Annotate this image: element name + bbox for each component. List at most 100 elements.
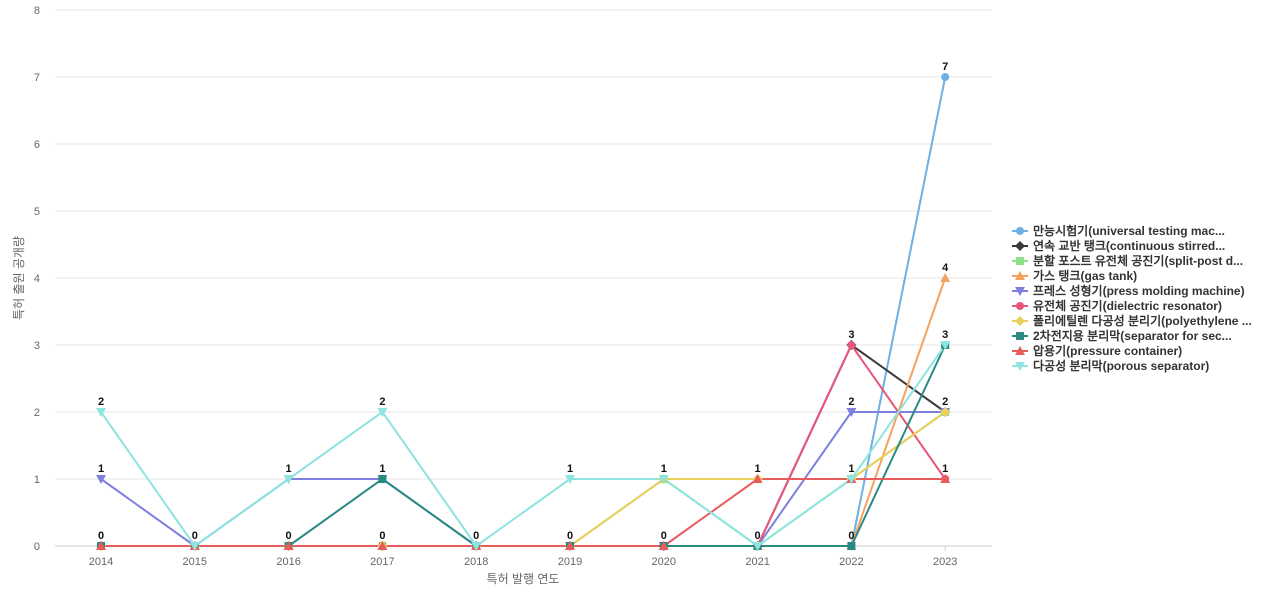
legend-label: 만능시험기(universal testing mac... — [1033, 223, 1225, 238]
y-tick-label: 4 — [34, 273, 40, 285]
data-label: 0 — [473, 530, 479, 542]
x-tick-label: 2014 — [89, 556, 113, 568]
legend-label: 폴리에틸렌 다공성 분리기(polyethylene ... — [1033, 313, 1252, 328]
data-label: 0 — [755, 530, 761, 542]
data-point — [847, 542, 856, 550]
series-line — [101, 344, 947, 547]
legend-swatch-marker — [1015, 241, 1025, 251]
legend-label: 분할 포스트 유전체 공진기(split-post d... — [1033, 253, 1243, 268]
data-point — [940, 474, 951, 483]
legend-swatch-marker — [1015, 287, 1025, 296]
y-tick-label: 2 — [34, 407, 40, 419]
legend-label: 2차전지용 분리막(separator for sec... — [1033, 328, 1232, 343]
data-point — [283, 475, 294, 484]
data-label: 1 — [661, 463, 667, 475]
legend-item: 연속 교반 탱크(continuous stirred... — [1012, 238, 1225, 253]
data-point — [941, 73, 950, 81]
x-tick-label: 2019 — [558, 556, 582, 568]
series-line — [101, 76, 947, 547]
data-point — [846, 408, 857, 417]
data-point — [189, 542, 200, 551]
data-point — [658, 541, 669, 550]
series-lines — [100, 76, 947, 547]
data-point — [940, 407, 951, 417]
data-label: 2 — [379, 396, 385, 408]
data-label: 0 — [661, 530, 667, 542]
y-tick-label: 0 — [34, 541, 40, 553]
data-point — [96, 408, 106, 417]
y-tick-label: 8 — [34, 5, 40, 17]
data-label: 0 — [848, 530, 854, 542]
x-tick-label: 2023 — [933, 556, 957, 568]
data-label: 1 — [942, 463, 948, 475]
data-point — [471, 542, 482, 551]
data-label: 0 — [379, 530, 385, 542]
legend-swatch-marker — [1015, 271, 1025, 280]
legend-label: 연속 교반 탱크(continuous stirred... — [1033, 238, 1225, 253]
y-axis-ticks: 0 1 2 3 4 5 6 7 8 — [34, 5, 40, 553]
legend-label: 유전체 공진기(dielectric resonator) — [1033, 298, 1222, 313]
data-point — [96, 475, 106, 484]
data-point — [96, 541, 106, 550]
legend-item: 폴리에틸렌 다공성 분리기(polyethylene ... — [1012, 313, 1252, 328]
data-label: 1 — [755, 463, 761, 475]
x-axis-title: 특허 발행 연도 — [487, 571, 560, 586]
legend-swatch-marker — [1016, 302, 1024, 310]
data-label: 3 — [848, 329, 854, 341]
legend-swatch-marker — [1016, 257, 1024, 265]
y-tick-label: 5 — [34, 206, 40, 218]
series-line — [101, 344, 946, 547]
legend-label: 다공성 분리막(porous separator) — [1033, 358, 1209, 373]
data-point — [940, 341, 951, 350]
data-point — [378, 475, 387, 483]
data-point — [283, 541, 294, 550]
legend-item: 가스 탱크(gas tank) — [1012, 268, 1137, 283]
legend-swatch-marker — [1016, 332, 1024, 340]
data-label: 1 — [286, 463, 292, 475]
data-label: 4 — [942, 262, 949, 274]
data-point — [847, 341, 856, 349]
series-line — [100, 344, 947, 547]
data-label: 1 — [98, 463, 104, 475]
legend: 만능시험기(universal testing mac...연속 교반 탱크(c… — [1012, 223, 1252, 373]
x-axis-ticks: 2014 2015 2016 2017 2018 2019 2020 2021 2022 2023 — [89, 546, 957, 568]
data-label: 1 — [848, 463, 854, 475]
legend-item: 만능시험기(universal testing mac... — [1012, 223, 1225, 238]
data-label: 7 — [942, 61, 948, 73]
data-label: 1 — [567, 463, 573, 475]
data-label: 2 — [848, 396, 854, 408]
y-tick-label: 1 — [34, 474, 40, 486]
legend-item: 다공성 분리막(porous separator) — [1012, 358, 1209, 373]
x-tick-label: 2020 — [652, 556, 676, 568]
data-label: 2 — [942, 396, 948, 408]
data-point — [377, 408, 388, 417]
x-tick-label: 2022 — [839, 556, 863, 568]
gridlines — [55, 9, 992, 547]
data-point — [565, 475, 575, 484]
x-tick-label: 2015 — [183, 556, 207, 568]
legend-item: 프레스 성형기(press molding machine) — [1012, 283, 1245, 298]
data-label: 2 — [98, 396, 104, 408]
data-point — [658, 475, 669, 484]
data-point — [377, 541, 388, 550]
data-label: 0 — [98, 530, 104, 542]
x-tick-label: 2021 — [745, 556, 769, 568]
legend-label: 압용기(pressure container) — [1033, 343, 1182, 358]
x-tick-label: 2017 — [370, 556, 394, 568]
data-point — [752, 474, 763, 483]
legend-label: 가스 탱크(gas tank) — [1033, 268, 1137, 283]
legend-item: 분할 포스트 유전체 공진기(split-post d... — [1012, 253, 1243, 268]
series-line — [101, 344, 947, 547]
legend-item: 압용기(pressure container) — [1012, 343, 1182, 358]
legend-label: 프레스 성형기(press molding machine) — [1033, 283, 1245, 298]
x-tick-label: 2018 — [464, 556, 488, 568]
data-label: 0 — [286, 530, 292, 542]
data-point — [752, 542, 763, 551]
data-point — [846, 475, 857, 484]
legend-swatch-marker — [1015, 346, 1025, 355]
legend-swatch-marker — [1015, 362, 1025, 371]
data-label: 3 — [942, 329, 948, 341]
data-point — [565, 541, 575, 550]
